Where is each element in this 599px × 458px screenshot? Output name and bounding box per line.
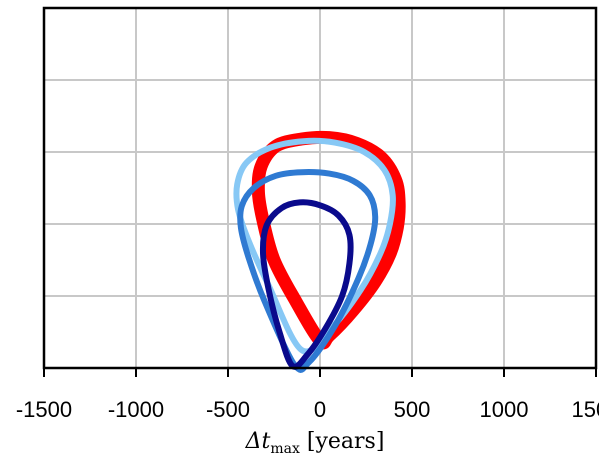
x-tick-label: 1500 [572,397,599,422]
x-tick-label: -500 [206,397,250,422]
x-tick-label: -1000 [108,397,164,422]
series-line-1 [251,130,406,350]
x-tick-label: 1000 [480,397,529,422]
x-axis-label-subscript: max [270,441,300,457]
x-tick-label: -1500 [16,397,72,422]
x-axis-label-unit: [years] [307,429,385,454]
x-tick-label: 0 [314,397,326,422]
x-tick-label: 500 [394,397,431,422]
x-axis-label: Δtmax [years] [245,429,385,457]
grid-lines [43,7,597,368]
x-axis-label-symbol: Δt [245,429,271,454]
series-line-3 [237,169,379,373]
x-axis-ticks: -1500 -1000 -500 0 500 1000 1500 [16,368,599,422]
series-line-4 [259,199,354,370]
series-layer [233,130,406,373]
